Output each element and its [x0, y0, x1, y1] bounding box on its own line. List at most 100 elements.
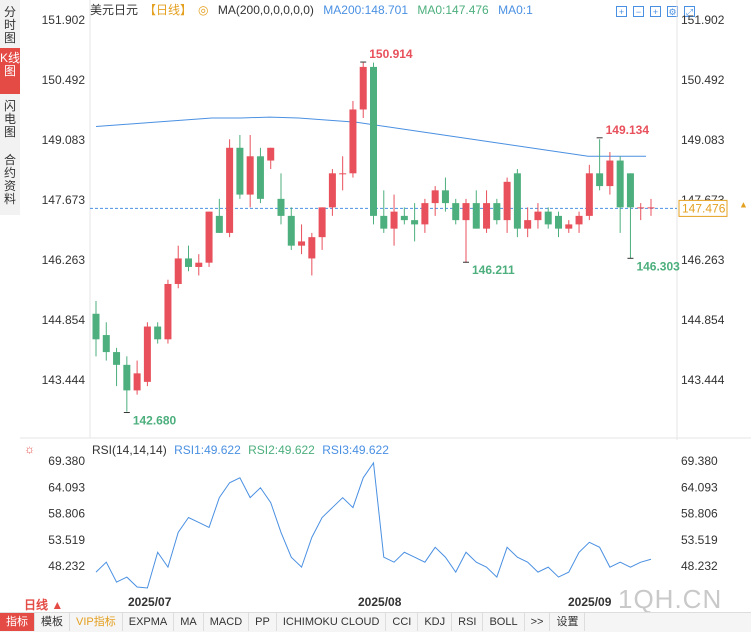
candle-body: [113, 352, 121, 365]
period-label[interactable]: 【日线】: [144, 3, 193, 17]
candle-body: [236, 147, 244, 195]
period-select[interactable]: 日线 ▲: [24, 598, 64, 612]
fullscreen-icon[interactable]: ⤢: [684, 6, 695, 17]
candle-body: [596, 173, 604, 187]
side-tab-3[interactable]: 合约资料: [3, 153, 16, 206]
side-tab-1[interactable]: K线图: [0, 48, 20, 94]
price-tick-left: 151.902: [42, 13, 86, 27]
eye-icon[interactable]: ◎: [198, 3, 209, 17]
candle-body: [226, 147, 234, 233]
candle-body: [205, 211, 213, 263]
candle-body: [195, 262, 203, 267]
candle-body: [185, 258, 192, 267]
date-label: 2025/07: [128, 595, 172, 609]
ma200-value: MA200:148.701: [323, 3, 408, 17]
ma0-value-a: MA0:147.476: [417, 3, 489, 17]
rsi-params[interactable]: RSI(14,14,14): [92, 443, 167, 457]
price-tick-right: 144.854: [681, 313, 725, 327]
annotation-high: 150.914: [369, 47, 413, 61]
side-tab-2[interactable]: 闪电图: [3, 99, 16, 139]
candle-body: [483, 203, 491, 229]
candle-body: [92, 313, 100, 340]
candle-body: [421, 203, 429, 225]
price-tick-right: 146.263: [681, 253, 725, 267]
rsi-legend: ☼ RSI(14,14,14) RSI1:49.622 RSI2:49.622 …: [24, 442, 393, 457]
chart-legend: 美元日元 【日线】 ◎ MA(200,0,0,0,0,0) MA200:148.70…: [90, 1, 539, 17]
current-price-arrow-icon: ▲: [739, 199, 748, 209]
candle-body: [298, 241, 306, 246]
candle-body: [493, 203, 501, 221]
indicator-tab--[interactable]: 设置: [550, 613, 586, 631]
candle-body: [123, 364, 131, 391]
indicator-tab-rsi[interactable]: RSI: [452, 613, 484, 631]
indicator-tab--[interactable]: 模板: [35, 613, 70, 631]
candle-body: [503, 181, 511, 221]
candle-body: [349, 109, 357, 174]
indicator-tab-boll[interactable]: BOLL: [483, 613, 525, 631]
candle-body: [544, 211, 552, 225]
candle-body: [102, 335, 110, 353]
rsi-chart[interactable]: 69.380 69.380 64.093 64.093 58.806 58.806 53.5…: [0, 438, 751, 613]
candle-body: [585, 173, 593, 216]
annotation-low2: 146.211: [472, 263, 515, 277]
candle-body: [164, 283, 172, 340]
price-tick-left: 149.083: [42, 133, 86, 147]
annotation-low: 142.680: [133, 414, 177, 428]
indicator-tab--[interactable]: >>: [525, 613, 551, 631]
price-tick-left: 147.673: [42, 193, 86, 207]
rsi2-value: RSI2:49.622: [248, 443, 315, 457]
date-label: 2025/08: [358, 595, 402, 609]
rsi-line: [95, 461, 652, 589]
indicator-tab-kdj[interactable]: KDJ: [418, 613, 453, 631]
candle-body: [246, 156, 254, 195]
side-tabs: 分时图 K线图闪电图合约资料: [0, 0, 20, 215]
candle-body: [370, 66, 377, 216]
side-tab-0[interactable]: 分时图: [3, 5, 16, 45]
rsi-sun-icon[interactable]: ☼: [24, 442, 35, 456]
rsi-tick-right: 58.806: [681, 507, 718, 521]
ma-params[interactable]: MA(200,0,0,0,0,0): [217, 3, 314, 17]
price-tick-right: 143.444: [681, 373, 725, 387]
symbol-label: 美元日元: [90, 3, 139, 17]
indicator-tab-pp[interactable]: PP: [249, 613, 277, 631]
indicator-tab-macd[interactable]: MACD: [204, 613, 250, 631]
candle-body: [287, 215, 295, 246]
rsi1-value: RSI1:49.622: [174, 443, 241, 457]
candle-body: [256, 156, 264, 199]
price-tick-left: 150.492: [42, 73, 86, 87]
candle-body: [637, 207, 645, 209]
zoom-out-icon[interactable]: −: [633, 6, 644, 17]
current-price-box: [678, 199, 728, 217]
indicator-tab-expma[interactable]: EXPMA: [123, 613, 175, 631]
rsi-tick-right: 64.093: [681, 480, 718, 494]
candle-body: [390, 211, 398, 229]
candle-body: [513, 173, 521, 229]
candle-body: [359, 66, 367, 110]
price-tick-left: 143.444: [42, 373, 86, 387]
candle-body: [606, 160, 614, 187]
indicator-tab-ichimoku-cloud[interactable]: ICHIMOKU CLOUD: [277, 613, 387, 631]
price-tick-right: 150.492: [681, 73, 725, 87]
indicator-tab-cci[interactable]: CCI: [386, 613, 419, 631]
annotation-low3: 146.303: [636, 259, 680, 273]
candle-body: [524, 220, 532, 229]
candle-body: [411, 220, 419, 225]
candle-body: [431, 190, 439, 204]
candle-body: [441, 190, 449, 204]
candle-body: [647, 207, 655, 209]
indicator-tab--[interactable]: 指标: [0, 613, 35, 631]
candle-body: [215, 215, 223, 233]
indicator-tab-vip-[interactable]: VIP指标: [70, 613, 123, 631]
zoom-in-icon[interactable]: +: [650, 6, 661, 17]
candle-body: [133, 373, 141, 391]
candle-body: [174, 258, 182, 284]
rsi-tick-right: 69.380: [681, 454, 718, 468]
ma0-value-b: MA0:1: [498, 3, 533, 17]
candlestick-chart[interactable]: 151.902 151.902 150.492 150.492 149.083 149.0…: [0, 0, 751, 440]
candle-body: [616, 160, 624, 208]
candle-body: [143, 326, 151, 382]
candle-body: [555, 215, 562, 229]
expand-icon[interactable]: +: [616, 6, 627, 17]
candle-body: [308, 237, 316, 259]
indicator-tab-ma[interactable]: MA: [174, 613, 204, 631]
